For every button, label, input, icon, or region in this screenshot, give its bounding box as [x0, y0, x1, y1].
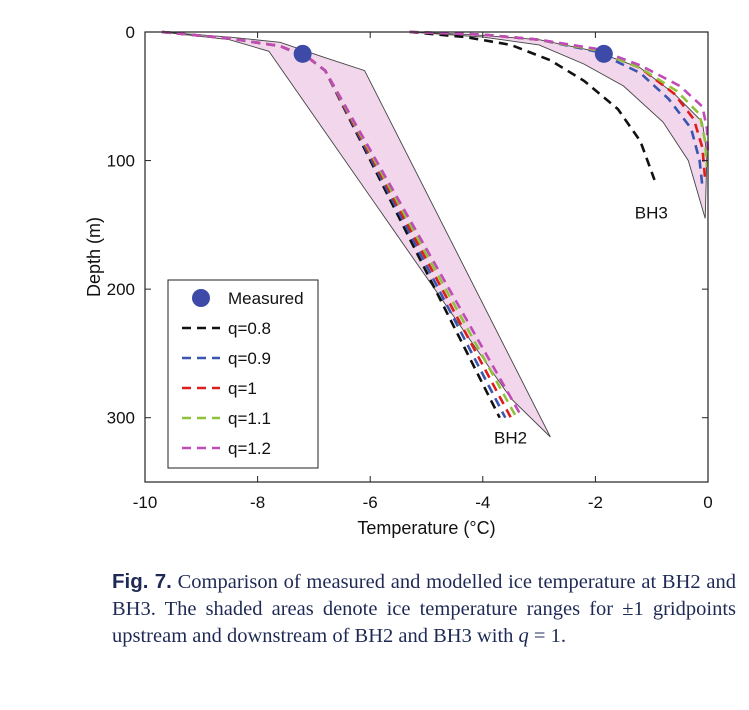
caption-label: Fig. 7. — [112, 570, 172, 593]
legend-label-q-1: q=1 — [228, 379, 257, 398]
series-bh3-q-0-8 — [409, 30, 656, 181]
x-tick-label: -2 — [588, 493, 603, 512]
legend-label-q-0-8: q=0.8 — [228, 319, 271, 338]
annotations: BH2 BH3 — [494, 203, 668, 447]
x-tick-label: 0 — [703, 493, 712, 512]
legend-label-q-1-1: q=1.1 — [228, 409, 271, 428]
measured-point-2 — [594, 44, 613, 63]
measured-markers — [293, 44, 613, 63]
legend-box — [167, 279, 319, 469]
y-tick-label: 0 — [126, 23, 135, 42]
y-axis-label: Depth (m) — [84, 217, 104, 297]
y-tick-label: 300 — [107, 409, 135, 428]
band-bh3 — [409, 31, 708, 219]
legend-label-measured: Measured — [228, 289, 304, 308]
annotation-bh2: BH2 — [494, 428, 527, 447]
legend-swatch-measured — [192, 289, 210, 307]
legend-label-q-1-2: q=1.2 — [228, 439, 271, 458]
x-tick-label: -6 — [363, 493, 378, 512]
caption-text: Comparison of measured and modelled ice … — [112, 571, 737, 647]
legend: Measured q=0.8 q=0.9 q=1 q=1.1 q=1.2 — [167, 279, 319, 469]
y-tick-label: 100 — [107, 152, 135, 171]
measured-point-1 — [293, 44, 312, 63]
x-tick-label: -4 — [475, 493, 490, 512]
x-tick-label: -8 — [250, 493, 265, 512]
x-tick-label: -10 — [133, 493, 158, 512]
series-bh3-q-1-2 — [409, 30, 710, 155]
figure-caption: Fig. 7. Comparison of measured and model… — [112, 568, 736, 650]
model-lines — [161, 30, 710, 419]
x-axis-label: Temperature (°C) — [357, 518, 495, 538]
caption-text-end: = 1. — [533, 625, 566, 647]
caption-q-symbol: q — [518, 625, 529, 647]
legend-label-q-0-9: q=0.9 — [228, 349, 271, 368]
annotation-bh3: BH3 — [635, 203, 668, 222]
y-tick-label: 200 — [107, 280, 135, 299]
plot-frame — [144, 31, 709, 483]
axis-ticks: -10 -8 -6 -4 -2 0 0 100 200 300 — [107, 23, 713, 512]
